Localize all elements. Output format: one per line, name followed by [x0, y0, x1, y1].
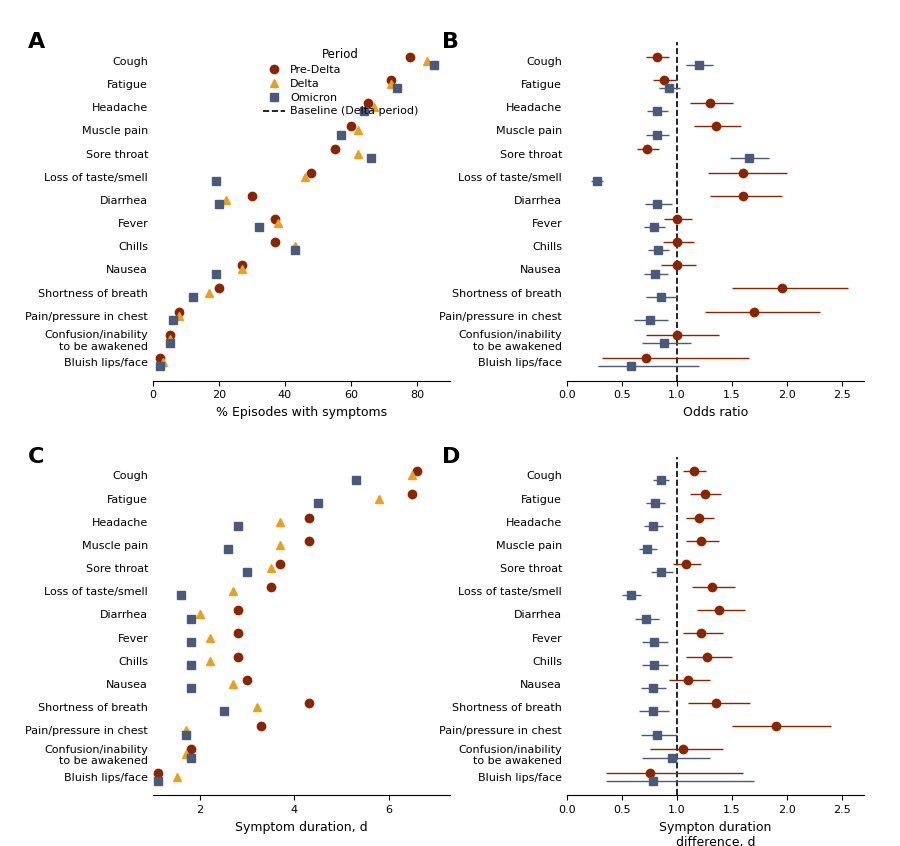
Legend: Pre-Delta, Delta, Omicron, Baseline (Delta period): Pre-Delta, Delta, Omicron, Baseline (Del…	[263, 48, 419, 117]
X-axis label: Symptom duration, d: Symptom duration, d	[235, 821, 368, 833]
Text: B: B	[442, 32, 459, 52]
X-axis label: Sympton duration
difference, d: Sympton duration difference, d	[660, 821, 771, 846]
Text: C: C	[28, 447, 45, 467]
Text: A: A	[28, 32, 46, 52]
X-axis label: Odds ratio: Odds ratio	[683, 406, 748, 419]
Text: D: D	[442, 447, 461, 467]
X-axis label: % Episodes with symptoms: % Episodes with symptoms	[216, 406, 387, 419]
